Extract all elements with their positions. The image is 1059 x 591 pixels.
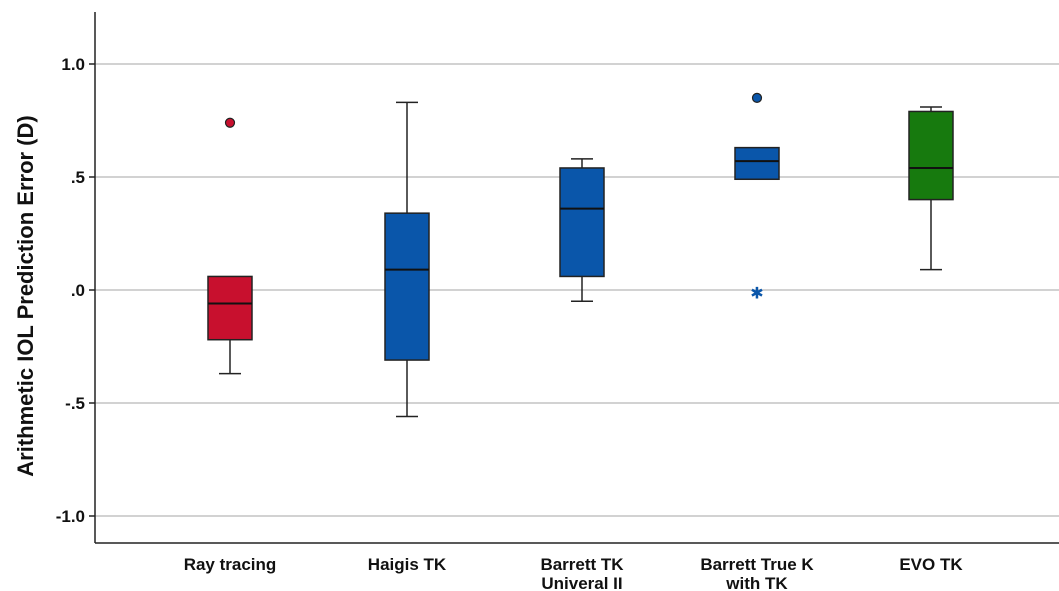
x-category-label: Ray tracing xyxy=(184,555,277,574)
y-tick-label: .5 xyxy=(71,168,85,187)
y-tick-label: 1.0 xyxy=(61,55,85,74)
y-tick-labels: 1.0 .5 .0 -.5 -1.0 xyxy=(56,55,85,526)
iqr-box xyxy=(908,110,954,201)
x-category-label: with TK xyxy=(725,574,788,591)
x-category-label: Barrett True K xyxy=(700,555,814,574)
outlier-star: ✱ xyxy=(750,283,763,302)
x-category-label: EVO TK xyxy=(899,555,963,574)
y-tick-label: .0 xyxy=(71,281,85,300)
iqr-box xyxy=(559,167,605,278)
iqr-box xyxy=(384,212,430,361)
outlier-circle xyxy=(224,117,236,128)
y-tick-label: -1.0 xyxy=(56,507,85,526)
x-category-label: Barrett TK xyxy=(540,555,624,574)
boxes: ✱ xyxy=(207,92,954,418)
box-group xyxy=(384,101,430,418)
box-group xyxy=(908,106,954,271)
axes xyxy=(89,12,1059,544)
iqr-box xyxy=(734,146,780,181)
gridlines xyxy=(95,63,1059,517)
box-group: ✱ xyxy=(734,92,780,302)
y-tick-label: -.5 xyxy=(65,394,85,413)
x-category-label: Univeral II xyxy=(541,574,622,591)
outlier-circle xyxy=(751,92,763,104)
y-axis-title: Arithmetic IOL Prediction Error (D) xyxy=(13,115,38,476)
x-category-label: Haigis TK xyxy=(368,555,447,574)
box-group xyxy=(559,158,605,303)
iqr-box xyxy=(207,275,253,341)
box-group xyxy=(207,117,253,375)
